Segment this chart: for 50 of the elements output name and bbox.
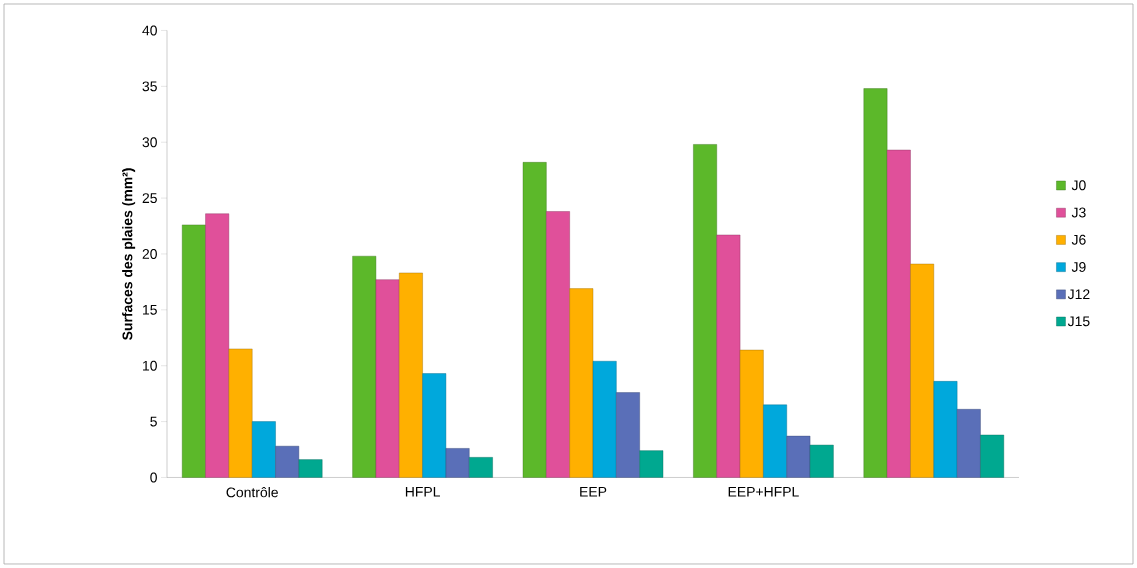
bar bbox=[639, 450, 664, 478]
bar bbox=[592, 361, 617, 478]
bar bbox=[616, 392, 640, 478]
bar bbox=[933, 381, 958, 478]
x-tick-label: HFPL bbox=[405, 486, 440, 497]
bar bbox=[275, 445, 300, 478]
legend-label: J9 bbox=[1071, 262, 1086, 272]
bar bbox=[886, 149, 911, 478]
bar bbox=[205, 213, 230, 478]
y-axis-title: Surfaces des plaies (mm²) bbox=[122, 168, 136, 340]
y-tick-label: 30 bbox=[142, 137, 157, 148]
y-tick-label: 15 bbox=[143, 304, 157, 315]
x-tick-label: Contrôle bbox=[226, 486, 278, 498]
bar bbox=[786, 435, 811, 478]
bar bbox=[228, 348, 253, 478]
bar bbox=[809, 444, 834, 478]
legend-label: J15 bbox=[1067, 316, 1090, 327]
legend-label: J3 bbox=[1071, 207, 1086, 218]
legend-label: J6 bbox=[1071, 234, 1086, 245]
y-tick-label: 35 bbox=[142, 81, 157, 92]
bar bbox=[352, 256, 377, 478]
bar bbox=[716, 234, 741, 478]
bar bbox=[910, 263, 935, 478]
bar bbox=[739, 349, 764, 478]
bar bbox=[763, 404, 787, 478]
y-tick-label: 20 bbox=[142, 249, 157, 259]
bar bbox=[469, 457, 493, 478]
legend-label: J12 bbox=[1067, 289, 1090, 300]
bar bbox=[569, 288, 594, 478]
y-tick-label: 25 bbox=[142, 193, 157, 204]
bar bbox=[375, 279, 400, 478]
bar bbox=[399, 272, 423, 478]
y-tick-label: 0 bbox=[150, 472, 157, 483]
bar bbox=[182, 224, 206, 478]
bar bbox=[298, 459, 323, 478]
bar bbox=[980, 434, 1005, 478]
bar bbox=[956, 409, 981, 478]
y-tick-label: 40 bbox=[142, 25, 157, 36]
bar bbox=[546, 211, 570, 478]
legend-label: J0 bbox=[1071, 180, 1086, 191]
x-tick-label: EEP+HFPL bbox=[728, 486, 799, 497]
y-tick-label: 5 bbox=[150, 416, 157, 427]
y-tick-label: 10 bbox=[143, 360, 157, 371]
bar bbox=[252, 421, 276, 478]
bar bbox=[522, 162, 547, 478]
bar bbox=[445, 448, 470, 478]
bar bbox=[693, 144, 717, 478]
bar bbox=[422, 373, 447, 478]
bar bbox=[863, 88, 888, 478]
x-tick-label: EEP bbox=[580, 486, 607, 497]
